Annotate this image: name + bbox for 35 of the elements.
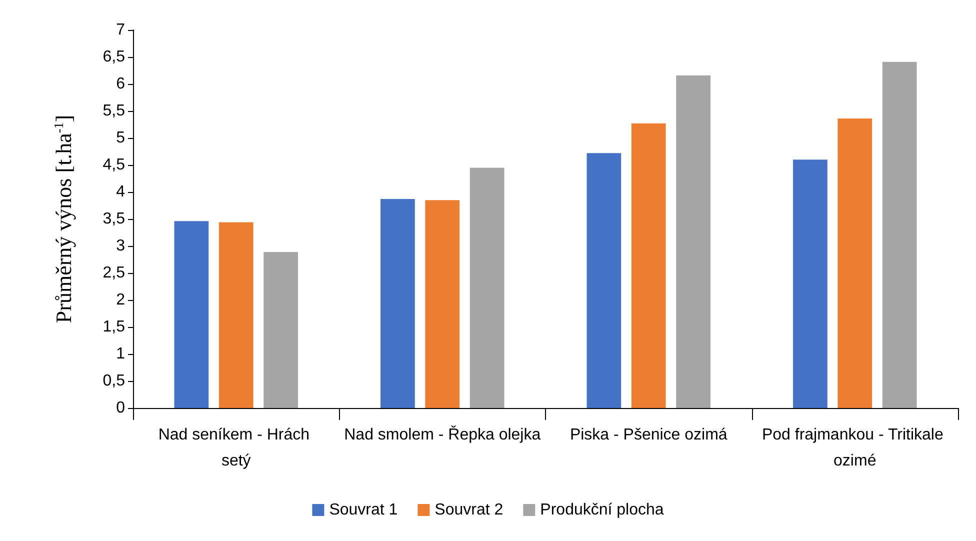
y-tick-label: 0 — [116, 400, 126, 416]
bar — [218, 222, 254, 408]
y-axis-title: Průměrný výnos [t.ha-1] — [51, 114, 76, 324]
y-tick-label: 6,5 — [102, 48, 126, 66]
y-tick-label: 1,5 — [102, 318, 126, 336]
y-tick-label: 3,5 — [102, 210, 126, 228]
y-tick-label: 1 — [116, 346, 126, 362]
bar — [793, 160, 828, 408]
y-tick-label: 4,5 — [102, 156, 126, 174]
bar — [380, 199, 415, 408]
y-tick-label: 7 — [116, 22, 126, 38]
bar — [676, 75, 710, 408]
y-tick-label: 3 — [116, 238, 126, 254]
y-tick-label: 0,5 — [102, 372, 126, 390]
legend-label: Produkční plocha — [540, 502, 664, 518]
bar — [470, 168, 504, 408]
x-tick-label: Pod frajmankou - Tritikale ozimé — [762, 426, 948, 470]
y-tick-label: 6 — [116, 76, 126, 92]
bar — [174, 221, 209, 408]
bar — [882, 62, 917, 408]
x-tick-label: Nad seníkem - Hrách setý — [158, 426, 314, 470]
y-tick-label: 5,5 — [102, 102, 126, 120]
bar — [631, 123, 666, 408]
y-tick-label: 4 — [116, 184, 126, 200]
y-tick-label: 2 — [116, 292, 126, 308]
bar — [425, 200, 460, 408]
y-tick-label: 5 — [116, 130, 126, 146]
bar — [264, 252, 298, 408]
x-tick-label: Nad smolem - Řepka olejka — [344, 426, 541, 444]
legend-label: Souvrat 1 — [329, 502, 398, 518]
legend-label: Souvrat 2 — [434, 502, 504, 518]
y-tick-label: 2,5 — [102, 264, 126, 282]
bar — [586, 153, 622, 408]
bar — [838, 118, 872, 408]
x-tick-label: Piska - Pšenice ozimá — [570, 426, 728, 444]
